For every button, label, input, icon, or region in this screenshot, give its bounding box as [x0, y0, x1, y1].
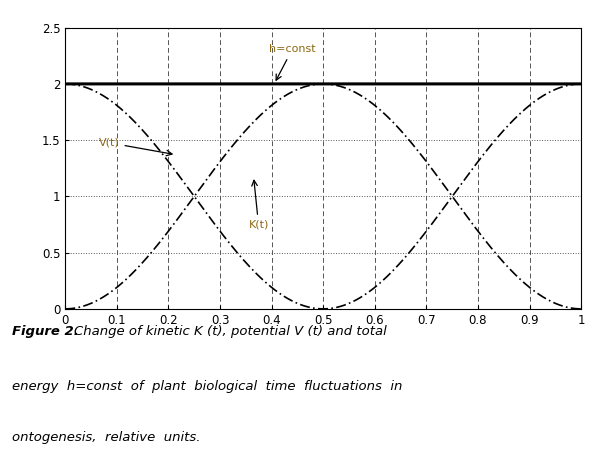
Text: K(t): K(t) [248, 180, 269, 230]
Text: Figure 2.: Figure 2. [12, 325, 79, 338]
Text: h=const: h=const [269, 44, 315, 80]
Text: energy  h=const  of  plant  biological  time  fluctuations  in: energy h=const of plant biological time … [12, 380, 402, 393]
Text: V(t): V(t) [99, 138, 172, 156]
Text: Change of kinetic K (t), potential V (t) and total: Change of kinetic K (t), potential V (t)… [74, 325, 387, 338]
Text: ontogenesis,  relative  units.: ontogenesis, relative units. [12, 431, 200, 444]
